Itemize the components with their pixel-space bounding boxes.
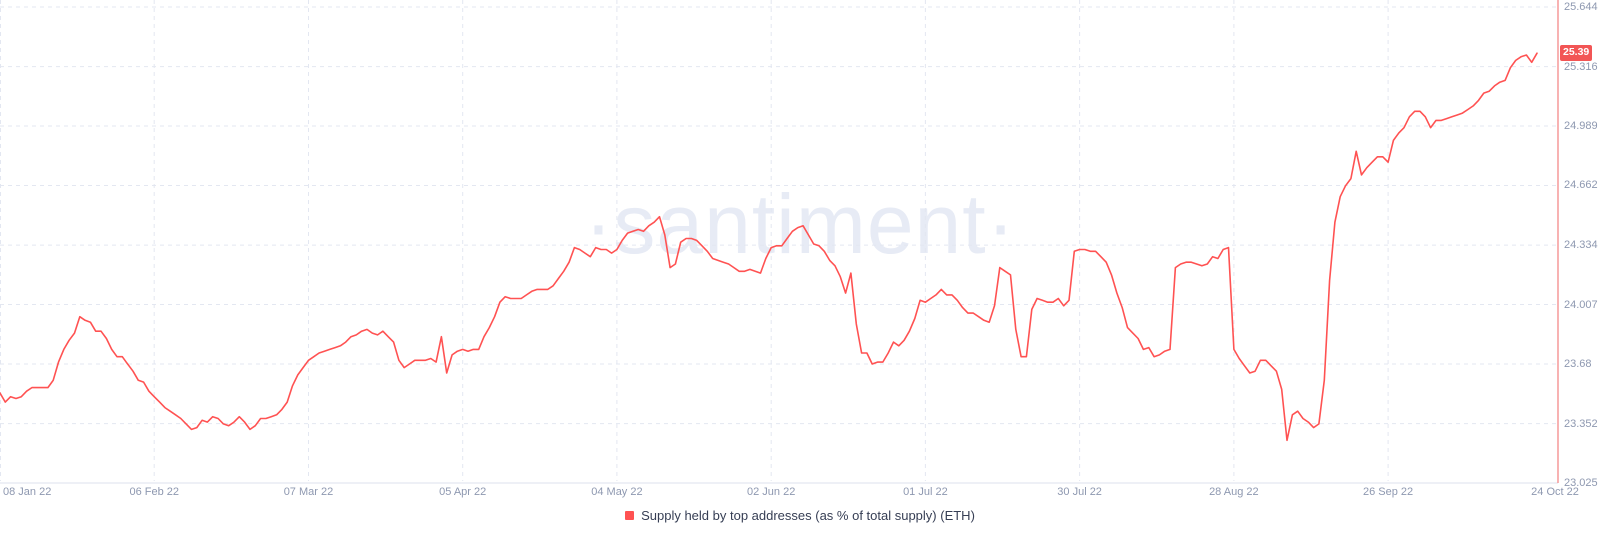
legend-item-supply-held[interactable]: Supply held by top addresses (as % of to… (0, 505, 1600, 525)
last-value-badge: 25.39 (1560, 45, 1593, 61)
legend-series-marker-icon (625, 510, 635, 520)
legend-label: Supply held by top addresses (as % of to… (641, 507, 975, 523)
watermark: ·santiment· (584, 177, 1016, 271)
